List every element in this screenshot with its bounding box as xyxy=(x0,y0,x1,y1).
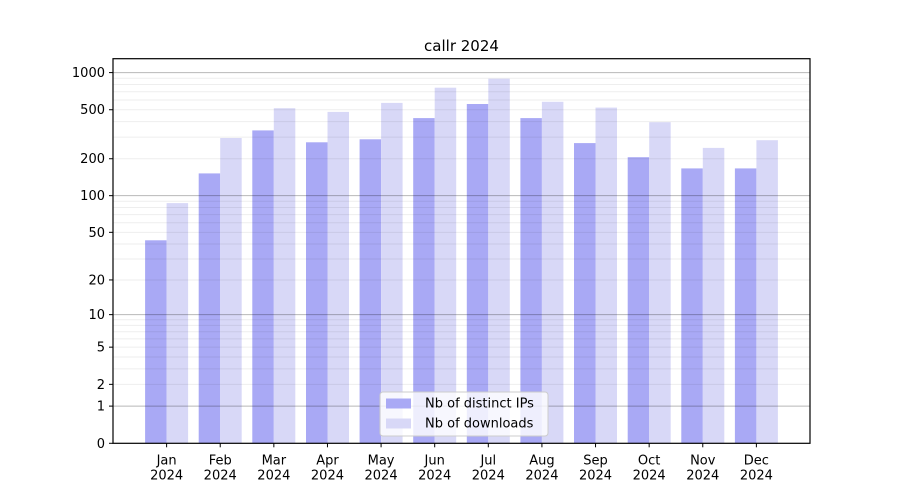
x-tick-label-year: 2024 xyxy=(525,468,558,483)
bar-distinct-ips-oct xyxy=(627,157,650,444)
legend-label-downloads: Nb of downloads xyxy=(425,417,534,432)
x-tick-label-month: May xyxy=(368,453,395,468)
legend-swatch-distinct-ips xyxy=(386,398,411,409)
plot-border xyxy=(112,58,811,444)
legend-label-distinct-ips: Nb of distinct IPs xyxy=(425,397,534,412)
chart-title: callr 2024 xyxy=(424,37,499,55)
bar-downloads-jun xyxy=(434,87,457,444)
x-tick-label-year: 2024 xyxy=(579,468,612,483)
bar-distinct-ips-feb xyxy=(198,173,221,444)
bar-downloads-mar xyxy=(273,108,296,444)
y-tick-label: 20 xyxy=(88,273,105,288)
bar-downloads-apr xyxy=(327,111,349,444)
bar-distinct-ips-apr xyxy=(306,142,328,444)
plot-area: 01251020501002005001000Jan2024Feb2024Mar… xyxy=(72,58,811,483)
bar-distinct-ips-jul xyxy=(466,104,489,444)
x-tick-label-month: Apr xyxy=(316,453,339,468)
bar-distinct-ips-may xyxy=(359,139,382,444)
x-tick-label-month: Aug xyxy=(529,453,554,468)
bar-downloads-aug xyxy=(541,101,564,444)
legend-swatch-downloads xyxy=(386,418,411,429)
y-tick-label: 200 xyxy=(80,152,105,167)
bar-distinct-ips-jun xyxy=(413,118,435,444)
x-tick-label-year: 2024 xyxy=(418,468,451,483)
x-tick-label-year: 2024 xyxy=(204,468,237,483)
x-tick-label-month: Jan xyxy=(156,453,177,468)
y-tick-label: 100 xyxy=(80,189,105,204)
y-tick-label: 1 xyxy=(97,400,105,415)
y-tick-label: 500 xyxy=(80,103,105,118)
x-tick-label-year: 2024 xyxy=(257,468,290,483)
legend-box xyxy=(379,391,549,437)
bar-distinct-ips-nov xyxy=(681,168,703,444)
x-tick-label-year: 2024 xyxy=(740,468,773,483)
bar-distinct-ips-sep xyxy=(574,143,596,444)
bar-downloads-jan xyxy=(166,203,189,444)
bar-downloads-oct xyxy=(649,122,671,444)
x-tick-label-month: Jun xyxy=(424,453,445,468)
x-tick-label-month: Feb xyxy=(209,453,232,468)
y-tick-label: 0 xyxy=(97,437,105,452)
x-tick-label-year: 2024 xyxy=(686,468,719,483)
bar-downloads-may xyxy=(381,102,403,444)
x-tick-label-month: Oct xyxy=(638,453,660,468)
x-tick-label-month: Nov xyxy=(690,453,716,468)
bar-downloads-jul xyxy=(488,78,510,444)
bar-distinct-ips-aug xyxy=(520,118,542,444)
x-tick-label-year: 2024 xyxy=(365,468,398,483)
x-tick-label-month: Sep xyxy=(583,453,608,468)
x-tick-label-month: Jul xyxy=(479,453,496,468)
x-tick-label-year: 2024 xyxy=(633,468,666,483)
y-tick-label: 1000 xyxy=(72,66,105,81)
bar-downloads-nov xyxy=(702,147,725,444)
bar-distinct-ips-jan xyxy=(145,240,167,444)
bar-downloads-sep xyxy=(595,107,617,444)
y-tick-label: 5 xyxy=(97,341,105,356)
y-tick-label: 10 xyxy=(88,308,105,323)
bar-downloads-dec xyxy=(756,140,778,444)
x-tick-label-month: Mar xyxy=(262,453,287,468)
x-tick-label-year: 2024 xyxy=(311,468,344,483)
x-tick-label-year: 2024 xyxy=(472,468,505,483)
y-tick-label: 50 xyxy=(88,226,105,241)
x-tick-label-month: Dec xyxy=(744,453,769,468)
x-tick-label-year: 2024 xyxy=(150,468,183,483)
y-tick-label: 2 xyxy=(97,378,105,393)
bar-downloads-feb xyxy=(220,138,242,444)
bar-distinct-ips-dec xyxy=(734,168,757,444)
bar-distinct-ips-mar xyxy=(252,130,274,444)
